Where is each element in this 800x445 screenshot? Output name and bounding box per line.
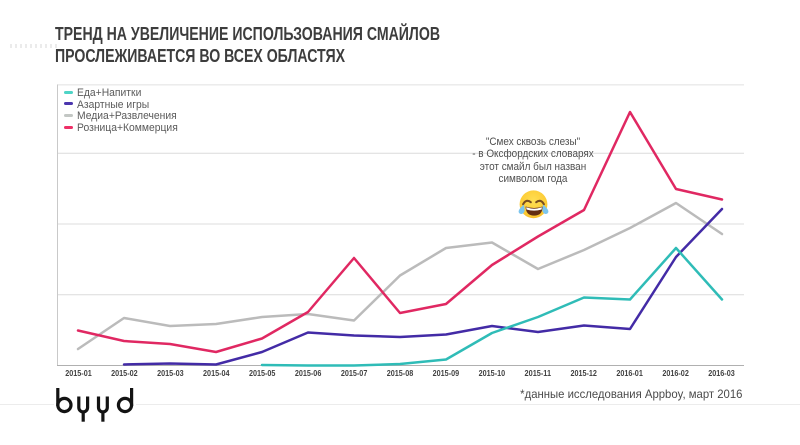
svg-text:2015-09: 2015-09 xyxy=(433,368,460,378)
svg-text:2015-02: 2015-02 xyxy=(111,368,138,378)
svg-text:2015-06: 2015-06 xyxy=(295,368,322,378)
svg-text:2015-10: 2015-10 xyxy=(479,368,506,378)
svg-text:2015-01: 2015-01 xyxy=(65,368,92,378)
svg-text:2016-02: 2016-02 xyxy=(662,368,689,378)
svg-text:2015-08: 2015-08 xyxy=(387,368,414,378)
svg-text:2015-07: 2015-07 xyxy=(341,368,368,378)
svg-text:2015-03: 2015-03 xyxy=(157,368,184,378)
svg-text:2016-01: 2016-01 xyxy=(616,368,643,378)
svg-text:2015-12: 2015-12 xyxy=(570,368,597,378)
svg-text:2015-04: 2015-04 xyxy=(203,368,230,378)
svg-text:2016-03: 2016-03 xyxy=(708,368,735,378)
svg-text:2015-11: 2015-11 xyxy=(525,368,552,378)
svg-text:2015-05: 2015-05 xyxy=(249,368,276,378)
